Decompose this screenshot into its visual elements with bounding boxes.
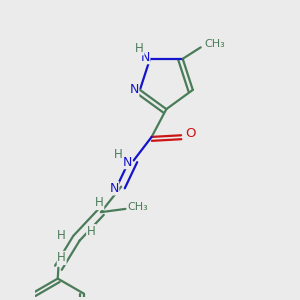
- Text: H: H: [57, 229, 66, 242]
- Text: N: N: [109, 182, 119, 195]
- Text: N: N: [140, 51, 150, 64]
- Text: H: H: [114, 148, 122, 161]
- Text: H: H: [57, 251, 66, 265]
- Text: H: H: [87, 225, 95, 238]
- Text: H: H: [135, 42, 144, 55]
- Text: H: H: [95, 196, 104, 209]
- Text: N: N: [129, 83, 139, 96]
- Text: N: N: [122, 156, 132, 169]
- Text: CH₃: CH₃: [204, 39, 225, 49]
- Text: O: O: [185, 127, 196, 140]
- Text: CH₃: CH₃: [128, 202, 148, 212]
